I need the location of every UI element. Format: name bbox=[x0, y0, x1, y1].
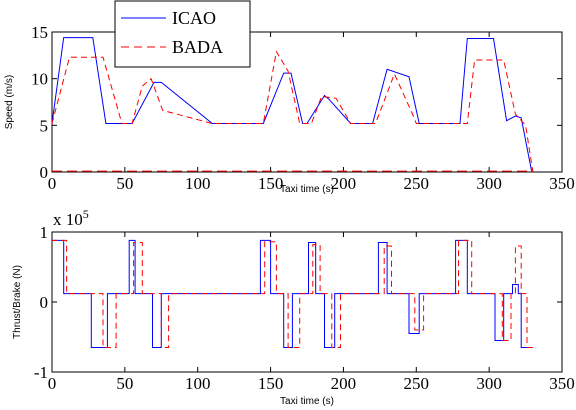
thrust-plot-ylabel: Thrust/Brake (N) bbox=[12, 265, 23, 339]
thrust-plot: 0 50 100 150 200 250 300 350-101 x 105 Taxi tim… bbox=[12, 207, 575, 407]
thrust-plot-series bbox=[52, 239, 533, 348]
speed-plot-ylabel: Speed (m/s) bbox=[4, 75, 15, 129]
speed-plot-ticks: 0 50 100 150 200 250 300 350 0 5 10 15 bbox=[31, 23, 575, 193]
speed-plot-xtick-label: 100 bbox=[185, 174, 211, 193]
thrust-plot-xtick-label: 250 bbox=[404, 374, 430, 393]
thrust-series-bada bbox=[52, 239, 533, 348]
speed-plot-xtick-label: 50 bbox=[116, 174, 133, 193]
thrust-series-icao bbox=[52, 239, 533, 348]
speed-plot-ytick-label: 15 bbox=[31, 23, 48, 42]
thrust-plot-frame bbox=[51, 231, 563, 373]
speed-plot-xtick-label: 0 bbox=[48, 174, 57, 193]
speed-plot-xtick-label: 150 bbox=[258, 174, 284, 193]
speed-plot-ytick-label: 10 bbox=[31, 70, 48, 89]
thrust-plot-xtick-label: 150 bbox=[258, 374, 284, 393]
thrust-plot-xtick-label: 200 bbox=[331, 374, 357, 393]
speed-plot-xtick-label: 350 bbox=[549, 174, 575, 193]
speed-plot-xtick-label: 250 bbox=[404, 174, 430, 193]
thrust-plot-xtick-label: 300 bbox=[476, 374, 502, 393]
speed-plot-series bbox=[51, 37, 534, 173]
thrust-plot-xtick-label: 50 bbox=[116, 374, 133, 393]
speed-plot-xlabel: Taxi time (s) bbox=[280, 184, 334, 195]
legend-box bbox=[114, 0, 251, 68]
scale-note-exponent: 5 bbox=[83, 207, 89, 221]
thrust-plot-xlabel: Taxi time (s) bbox=[280, 396, 334, 407]
thrust-plot-xtick-label: 350 bbox=[549, 374, 575, 393]
thrust-plot-ytick-label: 0 bbox=[40, 293, 49, 312]
thrust-plot-scale-note: x 105 bbox=[53, 207, 89, 229]
speed-plot-ytick-label: 0 bbox=[40, 163, 49, 182]
thrust-plot-xtick-label: 100 bbox=[185, 374, 211, 393]
speed-plot-xtick-label: 300 bbox=[476, 174, 502, 193]
legend-bada-label: BADA bbox=[172, 37, 223, 57]
thrust-plot-ytick-label: -1 bbox=[34, 363, 48, 382]
legend-icao-label: ICAO bbox=[172, 8, 216, 28]
thrust-plot-xtick-label: 0 bbox=[48, 374, 57, 393]
thrust-plot-ytick-label: 1 bbox=[40, 223, 49, 242]
speed-plot-xtick-label: 200 bbox=[331, 174, 357, 193]
legend: ICAO BADA bbox=[114, 0, 251, 68]
speed-series-bada bbox=[51, 50, 534, 173]
speed-plot: 0 50 100 150 200 250 300 350 0 5 10 15 Taxi time (s… bbox=[4, 0, 575, 195]
speed-plot-ytick-label: 5 bbox=[40, 116, 49, 135]
scale-note-text: x 10 bbox=[53, 210, 83, 229]
thrust-plot-ticks: 0 50 100 150 200 250 300 350-101 bbox=[34, 223, 575, 393]
